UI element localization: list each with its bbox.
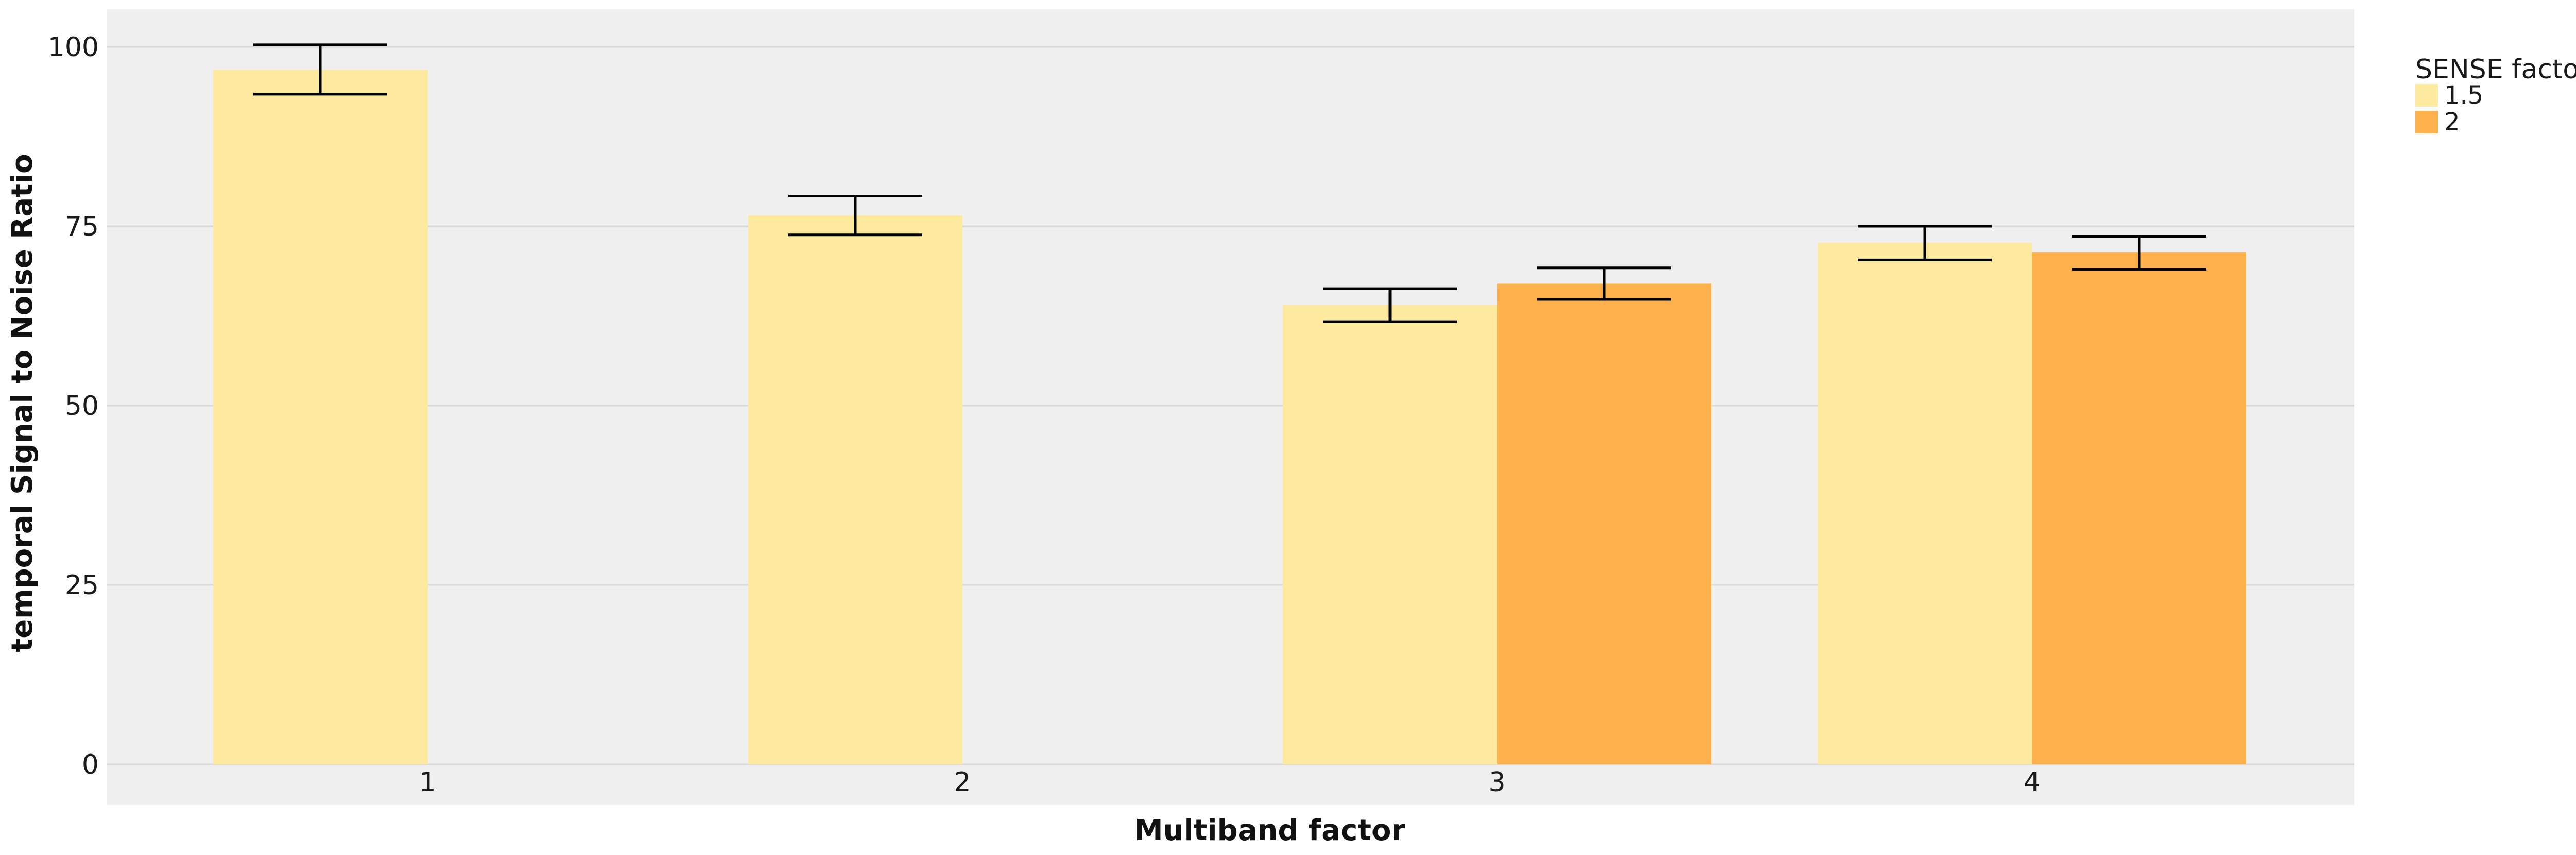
error-bars [253, 43, 2206, 323]
y-axis-ticks: 0 25 50 75 100 [48, 32, 99, 780]
legend-items: 1.52 [2415, 81, 2483, 137]
legend-label-2: 2 [2444, 108, 2460, 137]
bar-mb3-sense-1.5 [1283, 305, 1497, 764]
legend-label-1.5: 1.5 [2444, 81, 2483, 110]
errorbar-mb3-sense-2 [1537, 266, 1671, 301]
x-tick-label-1: 1 [419, 767, 436, 798]
bar-mb2-sense-1.5 [748, 215, 962, 764]
bar-mb4-sense-2 [2032, 252, 2246, 764]
legend-title: SENSE factor [2415, 54, 2576, 85]
errorbar-mb4-sense-2 [2072, 234, 2206, 271]
bars [213, 70, 2246, 765]
bar-mb3-sense-2 [1497, 283, 1711, 764]
errorbar-mb2-sense-1.5 [788, 195, 922, 237]
errorbar-mb4-sense-1.5 [1858, 225, 1992, 261]
errorbar-mb3-sense-1.5 [1323, 287, 1457, 323]
legend: SENSE factor 1.52 [2415, 54, 2576, 137]
y-tick-label-75: 75 [65, 211, 99, 242]
x-tick-label-4: 4 [2023, 767, 2040, 798]
errorbar-mb1-sense-1.5 [253, 43, 387, 96]
y-tick-label-100: 100 [48, 32, 99, 63]
legend-swatch-1.5 [2415, 84, 2438, 107]
bar-mb4-sense-1.5 [1818, 243, 2032, 764]
y-tick-label-50: 50 [65, 391, 99, 422]
y-tick-label-0: 0 [82, 749, 99, 780]
x-tick-label-3: 3 [1488, 767, 1505, 798]
x-axis-ticks: 1 2 3 4 [419, 767, 2040, 798]
y-axis-title: temporal Signal to Noise Ratio [6, 154, 39, 652]
x-axis-title: Multiband factor [1134, 814, 1406, 847]
bar-mb1-sense-1.5 [213, 70, 428, 765]
legend-swatch-2 [2415, 111, 2438, 133]
y-tick-label-25: 25 [65, 570, 99, 601]
x-tick-label-2: 2 [954, 767, 971, 798]
